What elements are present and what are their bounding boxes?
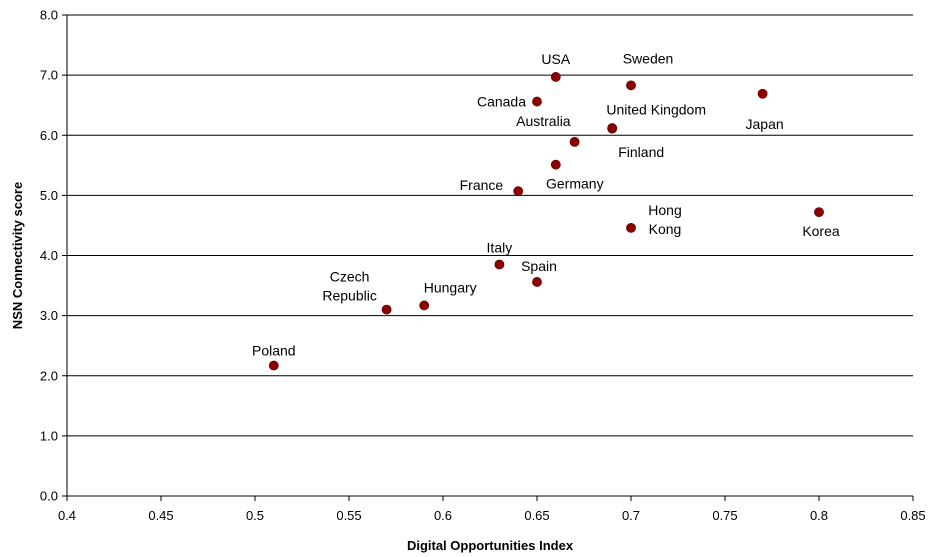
y-tick-label: 8.0 — [40, 8, 58, 23]
data-point — [626, 80, 636, 91]
data-point — [268, 360, 279, 371]
point-labels: USA Sweden Japan Canada United Kingdom Austra… — [252, 50, 840, 358]
point-label: Canada — [477, 94, 526, 110]
y-tick-labels: 0.0 1.0 2.0 3.0 4.0 5.0 6.0 7.0 8.0 — [40, 8, 58, 504]
data-point — [494, 259, 505, 270]
y-tick-label: 0.0 — [40, 489, 58, 504]
data-point — [626, 222, 636, 233]
x-tick-label: 0.8 — [810, 508, 828, 523]
data-point — [419, 300, 430, 311]
y-tick-label: 5.0 — [40, 188, 58, 203]
data-point — [532, 277, 542, 287]
x-axis-title: Digital Opportunities Index — [407, 538, 574, 553]
x-tick-label: 0.65 — [524, 508, 549, 523]
data-point — [757, 88, 768, 99]
data-point — [381, 304, 392, 315]
y-tick-label: 7.0 — [40, 68, 58, 83]
point-label: Hong — [648, 202, 681, 218]
y-tick-label: 1.0 — [40, 428, 58, 443]
point-label: Hungary — [424, 279, 477, 295]
y-tick-label: 4.0 — [40, 248, 58, 263]
x-tick-label: 0.7 — [622, 508, 640, 523]
data-point — [550, 72, 561, 82]
point-label: Japan — [746, 116, 784, 132]
point-label: Sweden — [623, 50, 674, 66]
y-axis-title: NSN Connectivity score — [10, 182, 25, 329]
point-label: Australia — [516, 113, 571, 129]
y-tick-label: 3.0 — [40, 308, 58, 323]
point-label: Kong — [649, 221, 682, 237]
x-tick-label: 0.75 — [712, 508, 737, 523]
y-tick-label: 6.0 — [40, 128, 58, 143]
x-tick-label: 0.55 — [336, 508, 361, 523]
point-label: Germany — [546, 176, 604, 192]
data-point — [513, 186, 524, 197]
x-tick-label: 0.4 — [58, 508, 76, 523]
point-label: Finland — [618, 144, 664, 160]
data-point — [569, 136, 580, 147]
data-point — [550, 159, 561, 170]
data-point — [532, 96, 542, 107]
x-tick-label: 0.5 — [246, 508, 264, 523]
axes — [62, 14, 914, 501]
point-label: United Kingdom — [606, 102, 706, 118]
point-label: USA — [541, 51, 570, 67]
x-tick-label: 0.45 — [148, 508, 173, 523]
point-label: Czech — [330, 269, 370, 285]
point-label: Poland — [252, 343, 296, 359]
x-tick-labels: 0.4 0.45 0.5 0.55 0.6 0.65 0.7 0.75 0.8 0.85 — [58, 508, 926, 523]
point-label: Spain — [521, 258, 557, 274]
data-point — [607, 123, 618, 133]
x-tick-label: 0.85 — [900, 508, 925, 523]
data-point — [814, 207, 824, 218]
point-label: Italy — [487, 240, 513, 256]
x-tick-label: 0.6 — [434, 508, 452, 523]
point-label: Korea — [802, 223, 840, 239]
point-label: France — [460, 177, 504, 193]
grid-lines — [67, 14, 913, 437]
data-points — [268, 72, 824, 371]
point-label: Republic — [322, 288, 376, 304]
y-tick-label: 2.0 — [40, 368, 58, 383]
